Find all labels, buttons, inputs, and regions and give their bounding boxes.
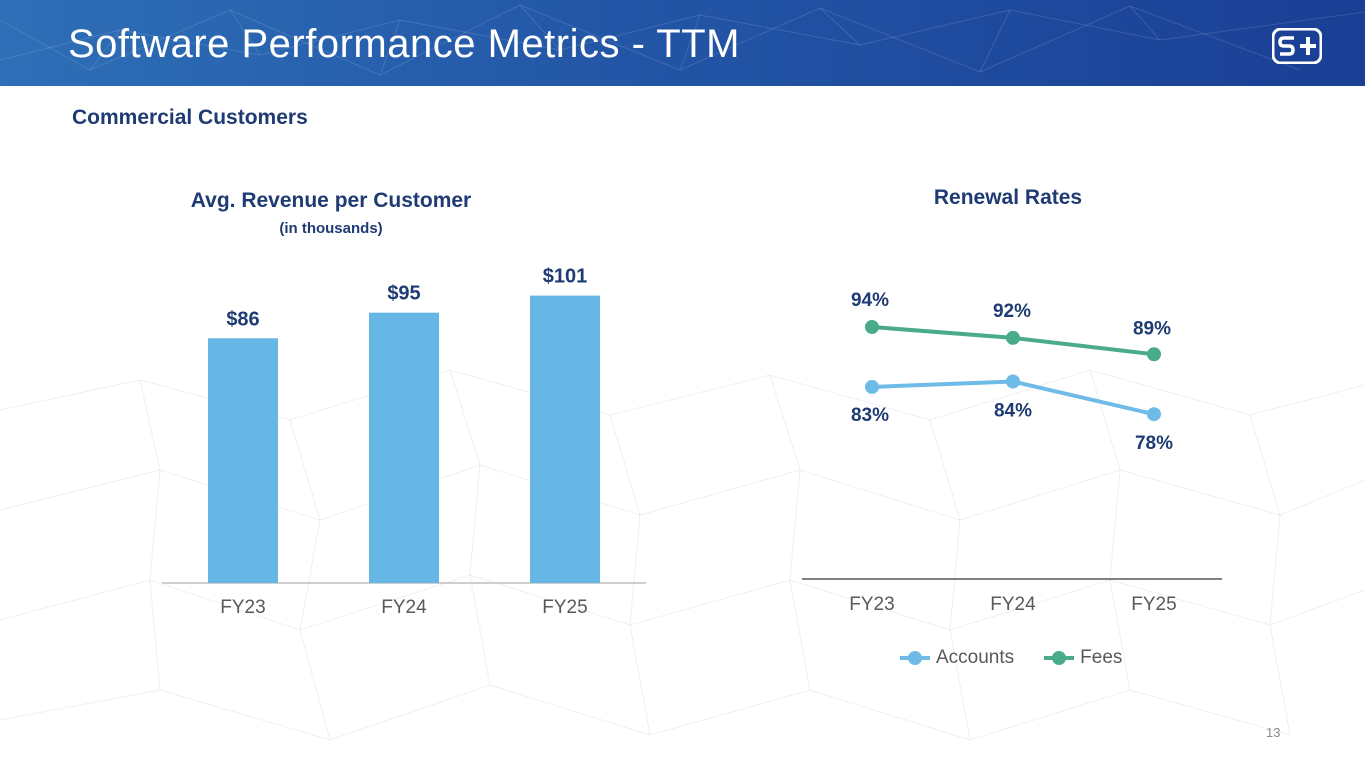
bar-data-label: $101 <box>543 266 588 288</box>
legend-item-accounts: Accounts <box>900 647 1014 669</box>
legend-swatch-accounts <box>900 650 930 666</box>
legend-swatch-fees <box>1044 650 1075 666</box>
background-network-pattern <box>0 369 1365 741</box>
section-subtitle: Commercial Customers <box>72 106 308 129</box>
header-network-pattern <box>0 4 1365 76</box>
bar-chart-subtitle: (in thousands) <box>279 220 383 237</box>
bar-data-label: $95 <box>387 283 420 305</box>
legend-item-fees: Fees <box>1044 647 1122 669</box>
bar-chart-title: Avg. Revenue per Customer <box>190 189 472 212</box>
line-data-label: 94% <box>851 290 889 311</box>
s-plus-logo-icon <box>1272 28 1322 64</box>
header-banner: Software Performance Metrics - TTM <box>0 0 1365 86</box>
page-number: 13 <box>1266 725 1281 740</box>
line-data-label: 92% <box>993 301 1031 322</box>
line-chart-legend: Accounts Fees <box>900 646 1122 670</box>
line-chart-title: Renewal Rates <box>933 186 1083 209</box>
page-title: Software Performance Metrics - TTM <box>68 22 740 66</box>
legend-label-fees: Fees <box>1080 647 1123 668</box>
legend-label-accounts: Accounts <box>936 647 1015 668</box>
bar-data-label: $86 <box>226 308 259 330</box>
